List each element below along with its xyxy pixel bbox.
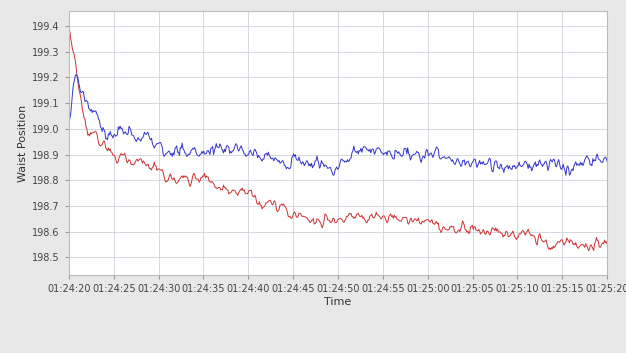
x Zo [382,219,390,223]
Line: x Zo: x Zo [69,27,607,251]
y Zo [162,153,169,157]
x Zo [471,225,478,229]
y Zo [426,152,433,157]
x Zo [203,175,211,179]
x Zo [603,242,611,246]
y Zo [562,173,570,177]
x Zo [309,218,316,222]
x Zo [65,25,73,29]
x Zo [585,249,592,253]
y Zo [603,160,611,164]
x Zo [160,174,168,179]
y Zo [65,114,73,118]
X-axis label: Time: Time [324,297,352,307]
Y-axis label: Waist Position: Waist Position [18,104,28,181]
x Zo [424,218,432,222]
y Zo [205,148,212,152]
y Zo [72,72,80,77]
Line: y Zo: y Zo [69,74,607,175]
y Zo [383,153,391,157]
y Zo [471,157,479,161]
y Zo [310,163,317,168]
